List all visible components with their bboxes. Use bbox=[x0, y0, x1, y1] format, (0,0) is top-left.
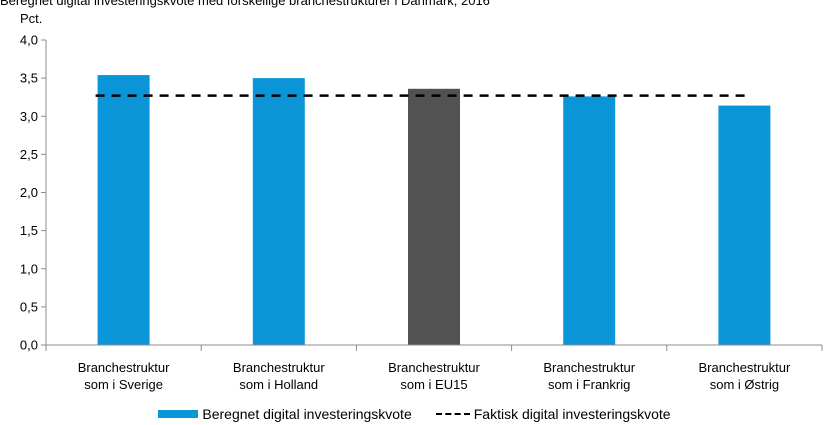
bar bbox=[563, 96, 616, 345]
x-tick-label: Branchestruktur som i EU15 bbox=[388, 360, 480, 392]
y-tick-label: 3,5 bbox=[20, 71, 38, 86]
x-tick-label-line: Branchestruktur bbox=[78, 360, 170, 375]
x-tick-label-line: som i EU15 bbox=[400, 377, 467, 392]
y-tick-label: 1,5 bbox=[20, 223, 38, 238]
x-tick-label-line: som i Sverige bbox=[84, 377, 163, 392]
y-tick-label: 2,5 bbox=[20, 147, 38, 162]
chart: Pct. 0,0 0,5 1,0 1,5 2,0 2,5 3,0 3,5 4,0 Branche… bbox=[20, 11, 823, 392]
legend: Beregnet digital investeringskvote Fakti… bbox=[0, 404, 829, 424]
x-tick-label: Branchestruktur som i Holland bbox=[233, 360, 325, 392]
legend-swatch-line bbox=[435, 413, 470, 415]
y-tick-label: 0,5 bbox=[20, 299, 38, 314]
x-tick-label-line: Branchestruktur bbox=[388, 360, 480, 375]
x-tick-label-line: som i Frankrig bbox=[548, 377, 630, 392]
x-tick-label-line: Branchestruktur bbox=[233, 360, 325, 375]
y-tick-label: 0,0 bbox=[20, 338, 38, 353]
x-tick-label: Branchestruktur som i Frankrig bbox=[543, 360, 635, 392]
y-axis-label: Pct. bbox=[20, 11, 42, 26]
x-tick-label-line: Branchestruktur bbox=[543, 360, 635, 375]
y-tick-label: 4,0 bbox=[20, 33, 38, 48]
bars bbox=[97, 75, 771, 346]
bar bbox=[97, 75, 150, 345]
x-tick-label: Branchestruktur som i Østrig bbox=[699, 360, 791, 392]
legend-swatch-bar bbox=[158, 410, 199, 418]
y-tick-label: 1,0 bbox=[20, 261, 38, 276]
x-tick-label: Branchestruktur som i Sverige bbox=[78, 360, 170, 392]
chart-title: Beregnet digital investeringskvote med f… bbox=[0, 0, 490, 8]
bar bbox=[718, 105, 771, 345]
x-tick-label-line: som i Holland bbox=[239, 377, 318, 392]
x-tick-label-line: som i Østrig bbox=[710, 377, 779, 392]
x-axis: Branchestruktur som i SverigeBranchestruk… bbox=[45, 344, 823, 392]
y-tick-label: 3,0 bbox=[20, 109, 38, 124]
legend-item-bars: Beregnet digital investeringskvote bbox=[158, 406, 412, 422]
bar bbox=[408, 88, 460, 346]
legend-label-line: Faktisk digital investeringskvote bbox=[473, 406, 671, 422]
bar bbox=[252, 78, 305, 345]
y-tick-label: 2,0 bbox=[20, 185, 38, 200]
legend-item-line: Faktisk digital investeringskvote bbox=[435, 406, 671, 422]
legend-label-bars: Beregnet digital investeringskvote bbox=[202, 406, 412, 422]
x-tick-label-line: Branchestruktur bbox=[699, 360, 791, 375]
y-axis: 0,0 0,5 1,0 1,5 2,0 2,5 3,0 3,5 4,0 bbox=[20, 33, 47, 353]
